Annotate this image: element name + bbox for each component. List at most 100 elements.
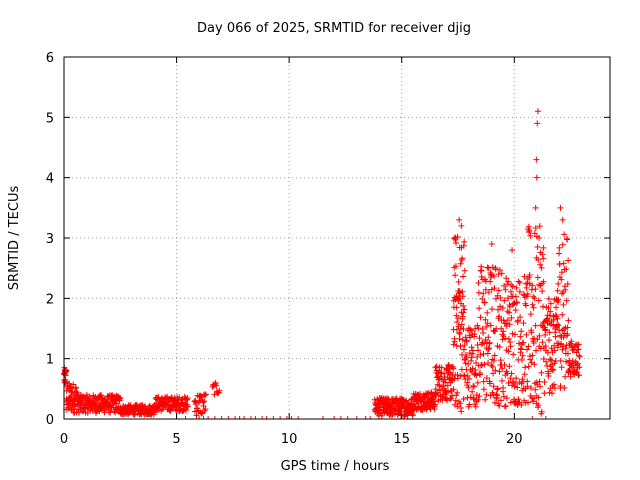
data-point — [459, 288, 466, 295]
data-point — [447, 395, 454, 402]
data-point — [460, 346, 467, 353]
data-point — [461, 306, 468, 313]
data-point — [499, 365, 506, 372]
data-point — [548, 357, 555, 364]
data-point — [465, 361, 472, 368]
data-point — [193, 412, 200, 419]
data-point — [558, 364, 565, 371]
data-point — [531, 361, 538, 368]
data-point — [559, 311, 566, 318]
data-point — [508, 314, 515, 321]
data-point — [470, 383, 477, 390]
data-point — [508, 370, 515, 377]
data-point — [450, 365, 457, 372]
data-point — [452, 272, 459, 279]
data-point — [518, 356, 525, 363]
data-point — [468, 327, 475, 334]
data-point — [576, 364, 583, 371]
data-point — [496, 313, 503, 320]
data-point — [529, 352, 536, 359]
data-point — [66, 380, 73, 387]
data-point — [475, 347, 482, 354]
data-point — [502, 335, 509, 342]
data-point — [564, 236, 571, 243]
data-point — [427, 390, 434, 397]
data-point — [456, 288, 463, 295]
data-point — [534, 244, 541, 251]
data-point — [534, 336, 541, 343]
data-point — [501, 282, 508, 289]
data-point — [528, 384, 535, 391]
data-point — [558, 276, 565, 283]
data-point — [491, 285, 498, 292]
data-point — [562, 345, 569, 352]
data-point — [553, 304, 560, 311]
x-tick-label: 5 — [172, 432, 180, 447]
data-point — [485, 359, 492, 366]
data-point — [482, 316, 489, 323]
data-point — [513, 299, 520, 306]
data-point — [556, 260, 563, 267]
data-point — [562, 286, 569, 293]
data-point — [433, 392, 440, 399]
data-point — [474, 322, 481, 329]
y-tick-label: 0 — [46, 413, 54, 428]
data-point — [518, 402, 525, 409]
data-point — [456, 329, 463, 336]
data-point — [459, 336, 466, 343]
data-point — [532, 322, 539, 329]
data-point — [520, 339, 527, 346]
data-point — [478, 273, 485, 280]
data-point-spike — [557, 204, 564, 211]
data-point — [452, 397, 459, 404]
data-point — [544, 349, 551, 356]
data-point — [574, 360, 581, 367]
data-point — [494, 386, 501, 393]
data-point — [532, 347, 539, 354]
data-point — [497, 357, 504, 364]
data-point — [501, 361, 508, 368]
data-point — [184, 394, 191, 401]
data-point — [563, 266, 570, 273]
data-point-spike — [456, 216, 463, 223]
data-point — [432, 401, 439, 408]
data-point — [487, 322, 494, 329]
data-point — [545, 372, 552, 379]
data-point — [531, 230, 538, 237]
data-point — [545, 304, 552, 311]
data-point — [529, 282, 536, 289]
data-point — [461, 238, 468, 245]
data-point — [480, 378, 487, 385]
data-point — [481, 340, 488, 347]
data-point — [485, 346, 492, 353]
data-point — [512, 380, 519, 387]
data-point — [547, 356, 554, 363]
data-point — [538, 369, 545, 376]
data-point — [525, 223, 532, 230]
data-point — [534, 274, 541, 281]
data-point — [514, 384, 521, 391]
data-point — [525, 363, 532, 370]
data-point — [536, 332, 543, 339]
data-point — [513, 284, 520, 291]
data-point — [551, 385, 558, 392]
data-point — [556, 274, 563, 281]
data-point — [457, 260, 464, 267]
data-point — [559, 346, 566, 353]
data-point — [470, 383, 477, 390]
data-point — [490, 357, 497, 364]
data-point — [445, 388, 452, 395]
data-point — [564, 281, 571, 288]
data-point — [547, 300, 554, 307]
data-point — [538, 408, 545, 415]
data-point — [546, 329, 553, 336]
data-point — [484, 309, 491, 316]
data-point — [487, 278, 494, 285]
y-axis-label: SRMTID / TECUs — [7, 186, 22, 291]
data-point — [484, 320, 491, 327]
data-point — [532, 386, 539, 393]
x-tick-label: 15 — [393, 432, 410, 447]
data-point — [539, 288, 546, 295]
data-point — [492, 266, 499, 273]
y-tick-label: 1 — [46, 353, 54, 368]
